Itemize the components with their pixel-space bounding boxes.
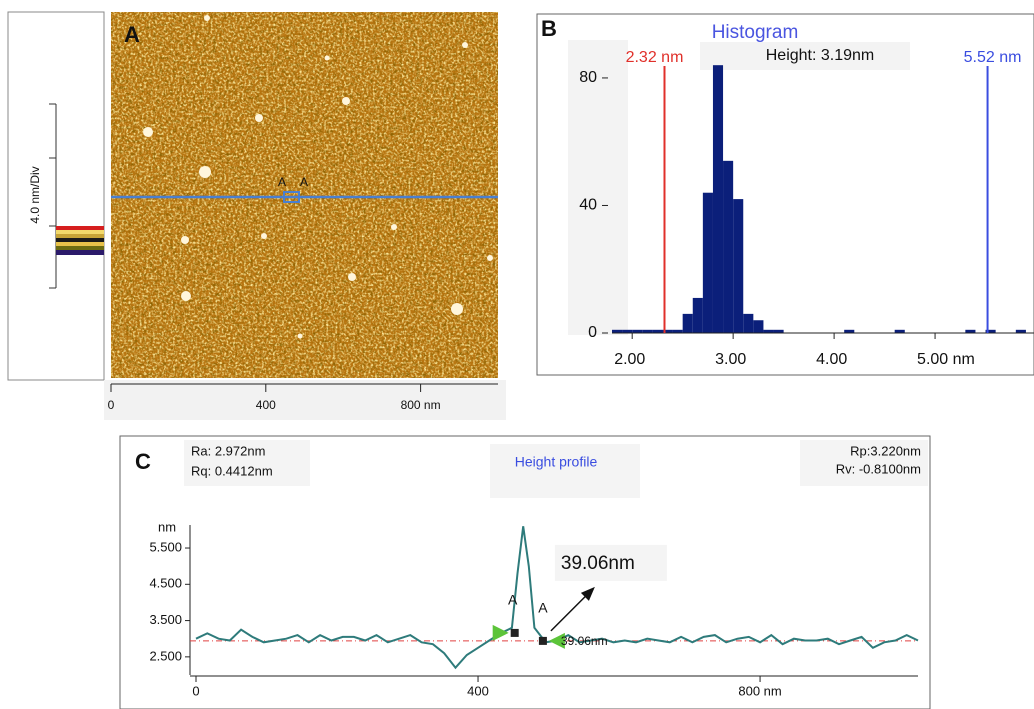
panel-label: A	[124, 22, 140, 47]
title-box	[490, 444, 640, 498]
cursor-point	[510, 628, 519, 637]
bar	[753, 320, 764, 333]
stats-box	[800, 440, 928, 486]
cursor-label: A	[538, 600, 548, 616]
annotation-box	[700, 42, 910, 70]
x-tick-label: 3.00	[715, 351, 746, 368]
bar	[672, 329, 683, 333]
y-tick-label: 3.500	[149, 612, 182, 627]
x-tick-label: 5.00 nm	[917, 351, 975, 368]
scale-label: 4.0 nm/Div	[28, 166, 42, 223]
cursor-point	[538, 636, 547, 645]
bar	[692, 297, 703, 333]
annotation-arrow	[550, 594, 588, 632]
panel-a-axis: 0 400 800 nm	[108, 384, 441, 412]
bar	[985, 329, 996, 333]
axis-strip	[104, 380, 506, 420]
x-tick-label: 4.00	[816, 351, 847, 368]
bar	[632, 329, 643, 333]
y-tick-label: 0	[588, 324, 597, 341]
y-tick-label: 2.500	[149, 648, 182, 663]
bar	[622, 329, 633, 333]
profile-chart: C Height profile Ra: 2.972nm Rq: 0.4412nm Rp…	[135, 443, 921, 698]
stat-label: Rp:3.220nm	[850, 443, 921, 458]
x-tick-label: 800 nm	[738, 683, 781, 698]
bar	[965, 329, 976, 333]
x-tick-label: 2.00	[614, 351, 645, 368]
panel-label: C	[135, 449, 151, 474]
cursor-arrow	[492, 624, 509, 641]
chart-title: Height profile	[515, 454, 598, 470]
bar	[733, 199, 744, 333]
stat-label: Rv: -0.8100nm	[836, 461, 921, 476]
bar	[743, 313, 754, 333]
bar	[702, 192, 713, 333]
chart-title: Histogram	[712, 22, 799, 43]
bar	[662, 329, 673, 333]
marker-label: 5.52 nm	[964, 49, 1022, 66]
bar	[723, 160, 734, 333]
bar	[1015, 329, 1026, 333]
cursor-arrow	[548, 632, 565, 649]
bar	[682, 313, 693, 333]
arrow-head	[580, 586, 595, 601]
annotation: 39.06nm	[561, 553, 635, 574]
bar	[763, 329, 774, 333]
afm-image	[111, 12, 498, 378]
panel-label: B	[541, 16, 557, 41]
annotation-box	[554, 544, 667, 581]
marker-label: 2.32 nm	[626, 49, 684, 66]
plot-area	[612, 65, 1026, 333]
y-tick-label: 5.500	[149, 539, 182, 554]
stat-label: Rq: 0.4412nm	[191, 463, 273, 478]
axis-strip	[568, 40, 628, 335]
bar	[612, 329, 623, 333]
bar	[652, 329, 663, 333]
cursor-note: 39.06nm	[561, 634, 608, 648]
y-tick-label: 80	[579, 69, 597, 86]
stats-box	[184, 440, 310, 486]
x-tick-label: 0	[192, 683, 199, 698]
histogram-chart: B Histogram Height: 3.19nm 0 40 80 2.00 3.00 4.0…	[541, 16, 1034, 368]
x-tick-label: 400	[256, 398, 276, 412]
bar	[712, 65, 724, 333]
cursor-label: A	[278, 175, 286, 189]
bar	[894, 329, 905, 333]
cursor-label: A	[508, 592, 518, 608]
y-tick-label: 40	[579, 197, 597, 214]
bar	[642, 329, 653, 333]
x-tick-label: 0	[108, 398, 115, 412]
x-tick-label: 800 nm	[401, 398, 441, 412]
annotation: Height: 3.19nm	[766, 47, 875, 64]
stat-label: Ra: 2.972nm	[191, 443, 265, 458]
bar	[844, 329, 855, 333]
cursor-label: A	[300, 175, 308, 189]
y-tick-label: 4.500	[149, 576, 182, 591]
color-scale	[49, 103, 104, 289]
x-tick-label: 400	[467, 683, 489, 698]
y-axis-label: nm	[158, 519, 176, 534]
bar	[773, 329, 784, 333]
